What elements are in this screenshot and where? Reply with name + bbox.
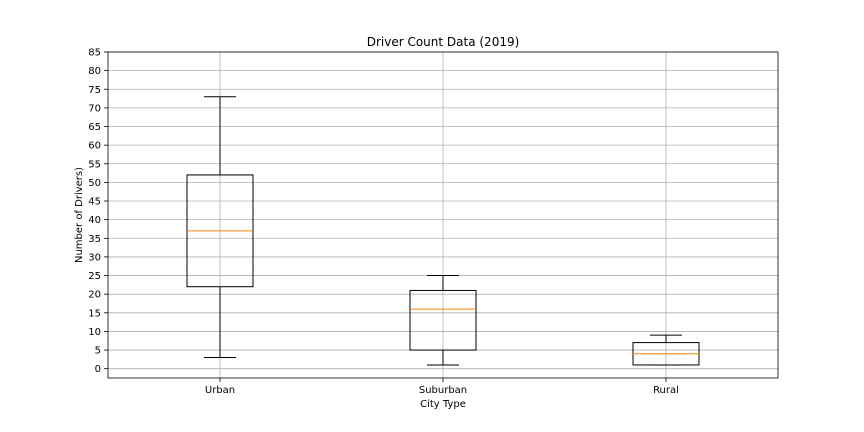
- y-tick-label: 85: [88, 48, 101, 59]
- grid: [108, 51, 778, 378]
- x-tick-label: Suburban: [419, 385, 467, 396]
- y-axis-label: Number of Drivers): [74, 167, 85, 263]
- plot-area: [186, 96, 700, 366]
- y-tick-label: 50: [88, 178, 101, 189]
- box-rural: [632, 334, 700, 366]
- y-tick-label: 40: [88, 215, 101, 226]
- y-tick-label: 75: [88, 85, 101, 96]
- chart-title: Driver Count Data (2019): [367, 35, 520, 49]
- y-tick-label: 60: [88, 141, 101, 152]
- axis-ticks: 0 5 10 15 20 25 30 35 40 45 50 55 60 65 70 75 80 85 Urban S…: [88, 48, 679, 397]
- y-tick-label: 0: [95, 364, 101, 375]
- y-tick-label: 35: [88, 234, 101, 245]
- x-tick-label: Rural: [653, 385, 679, 396]
- y-tick-label: 55: [88, 159, 101, 170]
- y-tick-label: 70: [88, 103, 101, 114]
- y-tick-label: 25: [88, 271, 101, 282]
- iqr-box: [409, 289, 477, 351]
- x-axis-label: City Type: [420, 399, 466, 410]
- y-tick-label: 5: [95, 346, 101, 357]
- x-tick-label: Urban: [205, 385, 235, 396]
- y-tick-label: 45: [88, 197, 101, 208]
- y-tick-label: 30: [88, 252, 101, 263]
- y-tick-label: 20: [88, 290, 101, 301]
- y-tick-label: 15: [88, 308, 101, 319]
- box-urban: [186, 96, 254, 359]
- y-tick-label: 80: [88, 66, 101, 77]
- y-tick-label: 65: [88, 122, 101, 133]
- y-tick-label: 10: [88, 327, 101, 338]
- box-suburban: [409, 275, 477, 366]
